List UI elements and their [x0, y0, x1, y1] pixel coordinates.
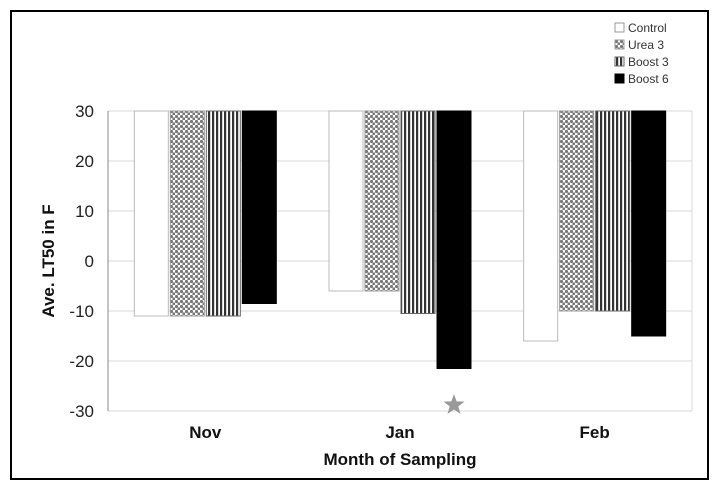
legend-label: Control	[628, 21, 667, 35]
y-tick-label: -10	[69, 302, 94, 321]
bar-control-feb	[523, 110, 559, 342]
bar-control-nov	[133, 110, 169, 317]
y-axis-title: Ave. LT50 in F	[39, 204, 58, 317]
bars	[133, 110, 667, 369]
x-axis-title: Month of Sampling	[324, 450, 477, 469]
bar-urea-3-nov	[169, 110, 205, 317]
y-tick-label: 10	[75, 202, 94, 221]
y-tick-labels: 30 20 10 0 -10 -20 -30	[69, 102, 94, 421]
legend-swatch	[614, 56, 625, 67]
legend-swatch	[614, 39, 625, 50]
bar-boost-6-jan	[436, 110, 472, 369]
legend-label: Boost 3	[628, 55, 669, 69]
x-tick-label: Feb	[580, 423, 610, 442]
x-tick-label: Jan	[385, 423, 414, 442]
legend-swatch	[614, 73, 625, 84]
bar-boost-3-nov	[205, 110, 241, 317]
x-category-labels: Nov Jan Feb	[189, 423, 610, 442]
legend-label: Boost 6	[628, 72, 669, 86]
y-tick-label: 30	[75, 102, 94, 121]
legend-label: Urea 3	[628, 38, 664, 52]
bar-urea-3-jan	[364, 110, 400, 292]
y-tick-label: 20	[75, 152, 94, 171]
bar-boost-6-feb	[631, 110, 667, 337]
star-icon	[443, 394, 465, 414]
bar-boost-6-nov	[241, 110, 277, 304]
bar-boost-3-feb	[595, 110, 631, 312]
y-tick-label: -20	[69, 352, 94, 371]
legend-swatch	[614, 22, 625, 33]
legend: Control Urea 3 Boost 3 Boost 6	[614, 21, 669, 86]
grid-lines	[107, 110, 693, 412]
bar-boost-3-jan	[400, 110, 436, 314]
bar-control-jan	[328, 110, 364, 292]
y-tick-label: -30	[69, 402, 94, 421]
annotations	[443, 394, 465, 414]
x-tick-label: Nov	[189, 423, 222, 442]
bar-urea-3-feb	[559, 110, 595, 312]
y-tick-label: 0	[85, 252, 94, 271]
